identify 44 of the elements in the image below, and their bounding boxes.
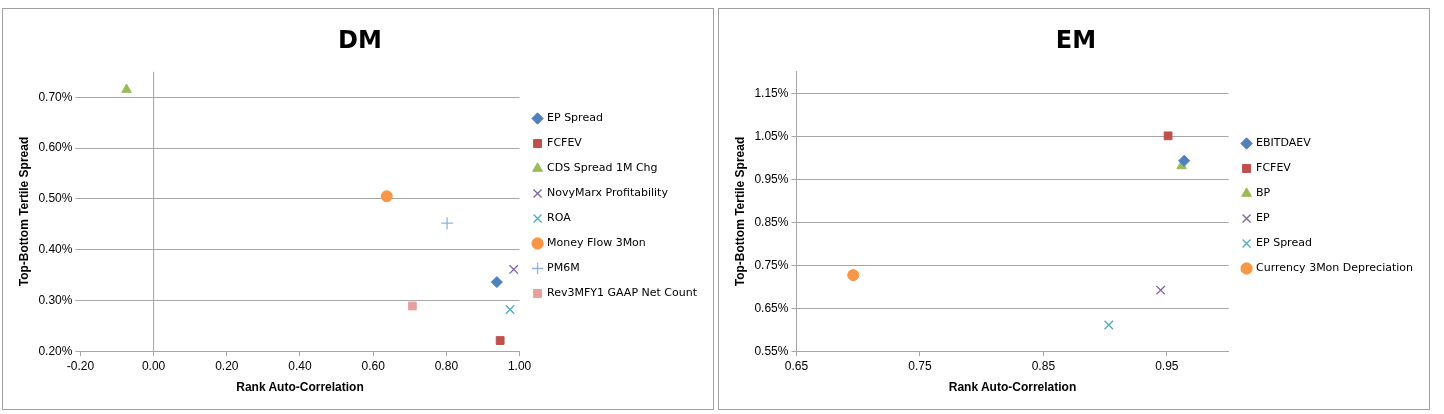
legend-label: BP: [1256, 186, 1271, 200]
x-tick-label: 0.85: [1031, 358, 1056, 373]
chart-title: EM: [1055, 25, 1097, 54]
legend-label: Currency 3Mon Depreciation: [1256, 261, 1414, 275]
legend-label: NovyMarx Profitability: [547, 186, 669, 200]
legend-label: ROA: [547, 211, 572, 225]
y-tick-label: 0.70%: [38, 89, 73, 104]
y-tick-label: 0.30%: [38, 292, 73, 307]
x-tick-label: 0.80: [434, 358, 459, 373]
x-tick-label: 0.20: [215, 358, 239, 373]
y-tick-label: 0.95%: [754, 171, 789, 186]
y-tick-label: 0.75%: [754, 257, 789, 272]
y-tick-label: 0.60%: [38, 140, 73, 155]
legend-label: PM6M: [547, 261, 580, 275]
legend-label: Rev3MFY1 GAAP Net Count: [547, 286, 698, 300]
y-tick-label: 0.20%: [38, 343, 73, 358]
legend-label: CDS Spread 1M Chg: [547, 161, 658, 175]
y-axis-title: Top-Bottom Tertile Spread: [16, 136, 31, 287]
legend-label: EP: [1256, 211, 1271, 225]
chart-title: DM: [338, 25, 382, 54]
x-axis-title: Rank Auto-Correlation: [236, 380, 364, 395]
y-tick-label: 0.40%: [38, 241, 73, 256]
x-tick-label: 0.75: [908, 358, 932, 373]
legend-label: EP Spread: [547, 111, 603, 125]
x-tick-label: 0.60: [361, 358, 386, 373]
legend-label: FCFEV: [1256, 161, 1292, 175]
x-axis-title: Rank Auto-Correlation: [948, 380, 1077, 395]
x-tick-label: 1.00: [507, 358, 532, 373]
y-tick-label: 1.15%: [754, 85, 789, 100]
y-tick-label: 0.85%: [754, 214, 789, 229]
x-tick-label: 0.95: [1155, 358, 1179, 373]
x-tick-label: 0.40: [288, 358, 312, 373]
x-tick-label: 0.00: [141, 358, 166, 373]
y-tick-label: 0.50%: [38, 191, 73, 206]
x-tick-label: 0.65: [784, 358, 809, 373]
legend-label: EP Spread: [1256, 236, 1312, 250]
x-tick-label: -0.20: [66, 358, 95, 373]
y-axis-title: Top-Bottom Tertile Spread: [732, 136, 747, 287]
legend-label: Money Flow 3Mon: [547, 236, 646, 250]
y-tick-label: 0.65%: [754, 300, 789, 315]
legend-label: EBITDAEV: [1256, 136, 1312, 150]
y-tick-label: 0.55%: [754, 343, 789, 358]
y-tick-label: 1.05%: [754, 128, 789, 143]
legend-label: FCFEV: [547, 136, 583, 150]
